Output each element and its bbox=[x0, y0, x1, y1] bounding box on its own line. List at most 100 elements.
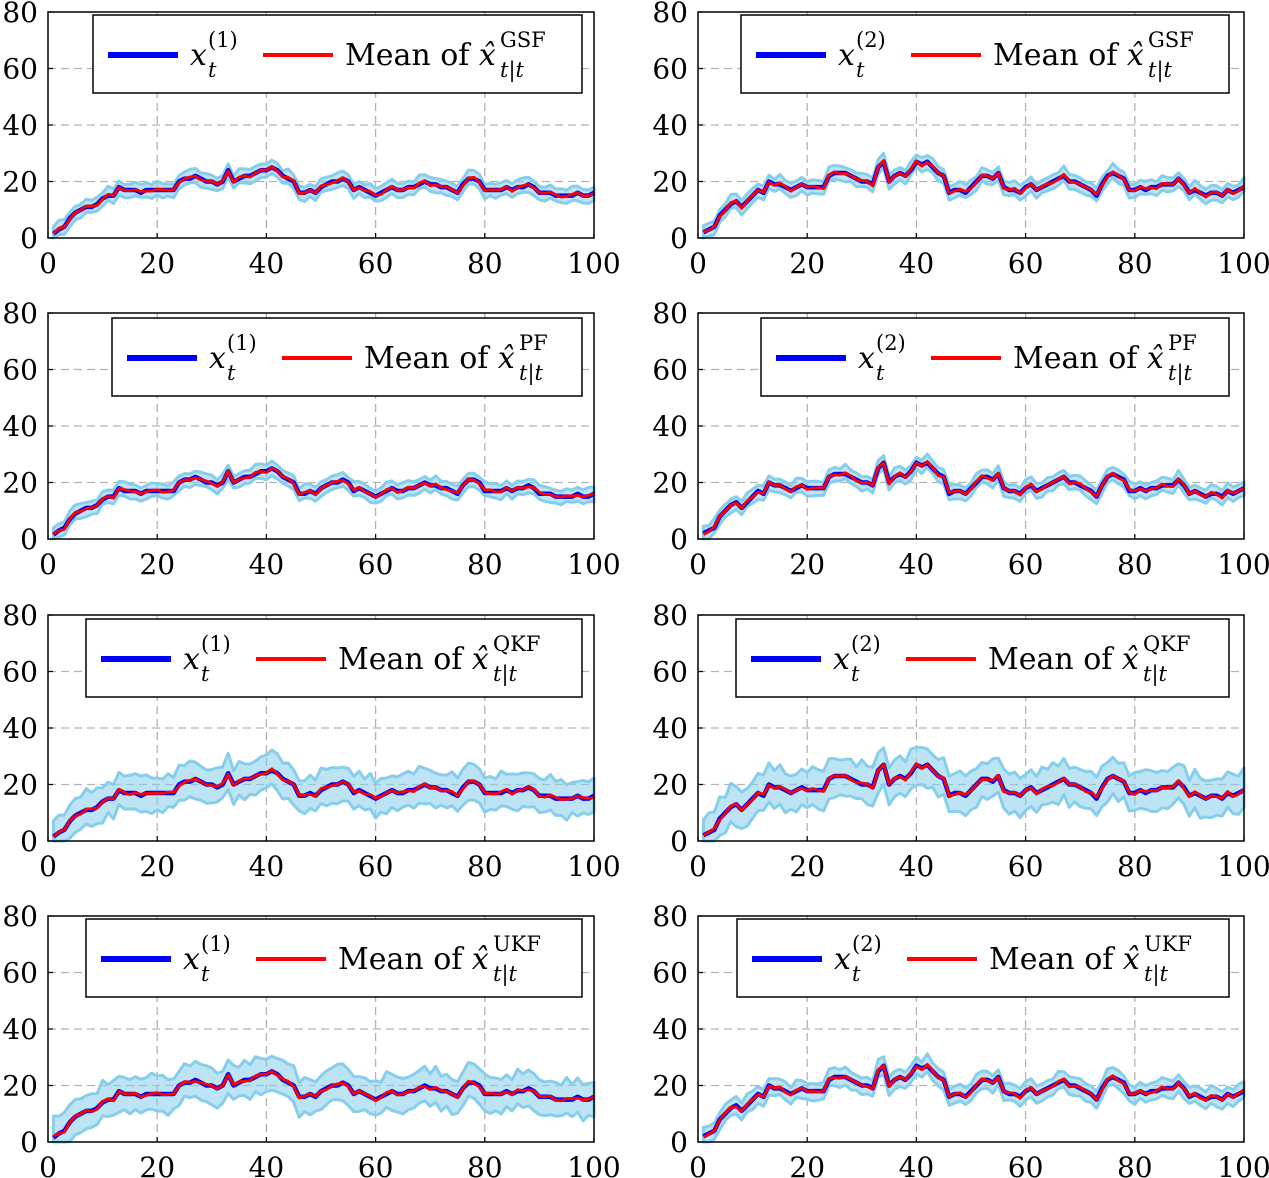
legend-label-truth-superscript: (1) bbox=[201, 632, 231, 656]
x-tick-label: 60 bbox=[1008, 1151, 1044, 1178]
y-tick-label: 80 bbox=[652, 297, 688, 330]
x-tick-label: 20 bbox=[789, 247, 825, 280]
y-tick-label: 40 bbox=[652, 1013, 688, 1046]
series-line-estimate bbox=[52, 1070, 595, 1138]
x-tick-label: 100 bbox=[567, 247, 620, 280]
x-tick-label: 40 bbox=[249, 1151, 285, 1178]
uncertainty-band bbox=[701, 745, 1246, 843]
y-tick-label: 80 bbox=[2, 297, 38, 330]
legend-label-estimate-subscript: t|t bbox=[493, 662, 518, 687]
series-line-estimate bbox=[702, 762, 1245, 837]
uncertainty-band bbox=[51, 158, 596, 240]
series-line-truth bbox=[702, 460, 1246, 536]
y-tick-label: 60 bbox=[2, 656, 38, 689]
uncertainty-band bbox=[51, 459, 596, 541]
legend-label-truth: x bbox=[190, 38, 207, 73]
chart-panel-qkf-state-1: 0 20 40 60 80 100 0 20 40 60 80 x t (1) Mean of x̂ QKF t… bbox=[2, 599, 620, 883]
legend-label-truth-subscript: t bbox=[856, 58, 865, 82]
x-tick-label: 40 bbox=[899, 247, 935, 280]
legend-label-estimate-symbol: x̂ bbox=[1147, 341, 1164, 376]
x-tick-label: 0 bbox=[39, 850, 57, 883]
x-tick-label: 40 bbox=[249, 850, 285, 883]
x-tick-label: 60 bbox=[358, 548, 394, 581]
x-tick-label: 0 bbox=[39, 247, 57, 280]
series-line-truth bbox=[702, 159, 1246, 235]
legend-label-estimate: Mean of x̂ bbox=[364, 341, 515, 376]
x-tick-label: 60 bbox=[1008, 548, 1044, 581]
legend-label-estimate-superscript: QKF bbox=[493, 632, 540, 656]
legend-label-truth: x bbox=[209, 341, 226, 376]
y-tick-label: 20 bbox=[652, 467, 688, 500]
x-tick-label: 60 bbox=[358, 850, 394, 883]
y-tick-label: 60 bbox=[2, 354, 38, 387]
legend-label-estimate-symbol: x̂ bbox=[1122, 642, 1139, 677]
uncertainty-band bbox=[701, 452, 1246, 541]
legend-label-estimate-superscript: UKF bbox=[493, 932, 541, 956]
x-tick-label: 60 bbox=[1008, 247, 1044, 280]
x-tick-label: 100 bbox=[567, 850, 620, 883]
y-tick-label: 0 bbox=[20, 523, 38, 556]
legend-label-truth-superscript: (2) bbox=[876, 331, 906, 355]
x-tick-label: 20 bbox=[139, 850, 175, 883]
y-tick-label: 0 bbox=[20, 825, 38, 858]
x-tick-label: 20 bbox=[789, 850, 825, 883]
legend-label-estimate: Mean of x̂ bbox=[993, 38, 1144, 73]
legend-label-estimate-superscript: UKF bbox=[1144, 932, 1192, 956]
series-line-estimate bbox=[52, 165, 595, 235]
x-tick-label: 0 bbox=[689, 548, 707, 581]
legend-label-estimate: Mean of x̂ bbox=[338, 942, 489, 977]
y-tick-label: 60 bbox=[2, 957, 38, 990]
chart-panel-ukf-state-2: 0 20 40 60 80 100 0 20 40 60 80 x t (2) Mean of x̂ UKF t… bbox=[652, 900, 1269, 1178]
x-tick-label: 20 bbox=[789, 548, 825, 581]
chart-panel-pf-state-1: 0 20 40 60 80 100 0 20 40 60 80 x t (1) Mean of x̂ PF t|… bbox=[2, 297, 620, 581]
y-tick-label: 20 bbox=[2, 467, 38, 500]
x-tick-label: 60 bbox=[1008, 850, 1044, 883]
uncertainty-band bbox=[51, 748, 596, 843]
legend-label-estimate: Mean of x̂ bbox=[989, 942, 1140, 977]
legend-label-estimate-subscript: t|t bbox=[519, 361, 544, 386]
y-tick-label: 20 bbox=[2, 1070, 38, 1103]
chart-panel-gsf-state-2: 0 20 40 60 80 100 0 20 40 60 80 x t (2) Mean of x̂ GSF t… bbox=[652, 0, 1269, 280]
x-tick-label: 100 bbox=[1217, 1151, 1269, 1178]
y-tick-label: 40 bbox=[2, 109, 38, 142]
x-tick-label: 40 bbox=[899, 850, 935, 883]
legend-label-estimate-superscript: PF bbox=[1168, 331, 1197, 355]
y-tick-label: 0 bbox=[20, 1126, 38, 1159]
y-tick-label: 60 bbox=[652, 656, 688, 689]
y-tick-label: 60 bbox=[652, 957, 688, 990]
legend-label-truth-superscript: (1) bbox=[208, 28, 238, 52]
y-tick-label: 40 bbox=[652, 712, 688, 745]
x-tick-label: 80 bbox=[1117, 247, 1153, 280]
legend-label-truth-superscript: (1) bbox=[201, 932, 231, 956]
y-tick-label: 80 bbox=[2, 599, 38, 632]
series-line-estimate bbox=[52, 466, 595, 536]
x-tick-label: 100 bbox=[1217, 850, 1269, 883]
legend-label-truth: x bbox=[183, 642, 200, 677]
legend-box bbox=[92, 14, 583, 94]
chart-panel-pf-state-2: 0 20 40 60 80 100 0 20 40 60 80 x t (2) Mean of x̂ PF t|… bbox=[652, 297, 1269, 581]
y-tick-label: 0 bbox=[20, 222, 38, 255]
legend-label-truth-subscript: t bbox=[227, 361, 236, 385]
chart-panel-gsf-state-1: 0 20 40 60 80 100 0 20 40 60 80 x t (1) Mean of x̂ GSF t… bbox=[2, 0, 620, 280]
y-tick-label: 40 bbox=[2, 1013, 38, 1046]
uncertainty-band bbox=[701, 151, 1246, 240]
legend-label-estimate-symbol: x̂ bbox=[1123, 942, 1140, 977]
y-tick-label: 80 bbox=[652, 900, 688, 933]
x-tick-label: 100 bbox=[1217, 247, 1269, 280]
legend-label-estimate-subscript: t|t bbox=[1148, 58, 1173, 83]
legend-label-estimate-symbol: x̂ bbox=[498, 341, 515, 376]
x-tick-label: 80 bbox=[467, 548, 503, 581]
x-tick-label: 40 bbox=[899, 1151, 935, 1178]
legend-label-estimate-symbol: x̂ bbox=[472, 642, 489, 677]
legend-label-truth: x bbox=[834, 942, 851, 977]
x-tick-label: 100 bbox=[567, 1151, 620, 1178]
legend-label-truth-subscript: t bbox=[852, 962, 861, 986]
x-tick-label: 0 bbox=[689, 1151, 707, 1178]
y-tick-label: 60 bbox=[652, 53, 688, 86]
y-tick-label: 80 bbox=[2, 900, 38, 933]
legend-label-estimate-subscript: t|t bbox=[493, 962, 518, 987]
legend-label-estimate: Mean of x̂ bbox=[345, 38, 496, 73]
y-tick-label: 80 bbox=[652, 599, 688, 632]
legend-label-truth-superscript: (2) bbox=[856, 28, 886, 52]
